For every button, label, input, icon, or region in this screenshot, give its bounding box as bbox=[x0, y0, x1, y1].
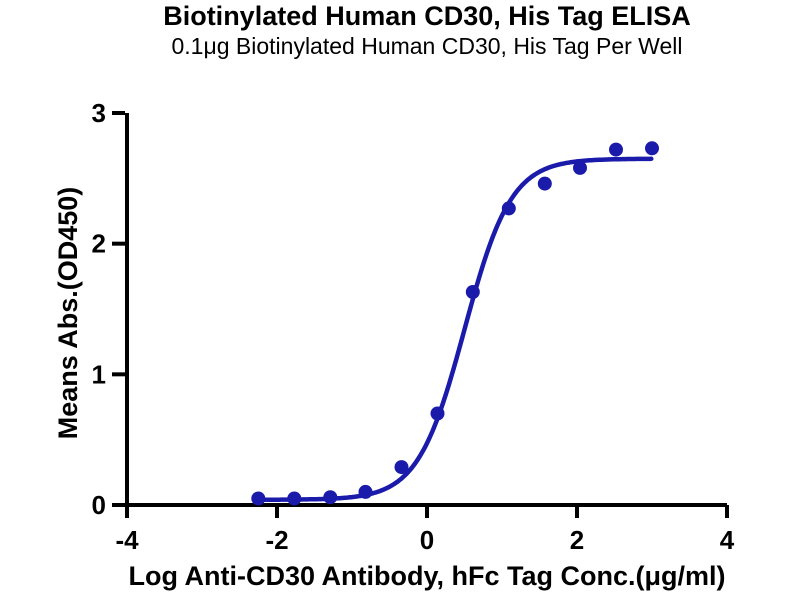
data-point bbox=[394, 460, 409, 475]
y-tick-label: 3 bbox=[92, 98, 106, 128]
x-tick-label: 4 bbox=[720, 525, 735, 555]
data-point bbox=[287, 491, 302, 506]
data-point bbox=[645, 141, 659, 156]
x-tick-label: 2 bbox=[570, 525, 584, 555]
data-point bbox=[465, 285, 480, 299]
x-tick-label: 0 bbox=[420, 525, 434, 555]
data-point bbox=[358, 484, 373, 499]
chart-subtitle: 0.1μg Biotinylated Human CD30, His Tag P… bbox=[171, 33, 683, 59]
data-point bbox=[609, 142, 623, 157]
x-tick-label: -2 bbox=[265, 525, 288, 555]
data-point bbox=[501, 201, 516, 216]
data-point bbox=[573, 160, 587, 175]
y-tick-label: 0 bbox=[92, 490, 106, 520]
chart-title: Biotinylated Human CD30, His Tag ELISA bbox=[163, 1, 691, 31]
data-point bbox=[251, 491, 266, 506]
x-axis-title: Log Anti-CD30 Antibody, hFc Tag Conc.(μg… bbox=[128, 561, 726, 591]
y-tick-label: 2 bbox=[92, 229, 106, 259]
data-point bbox=[323, 490, 338, 505]
x-tick-label: -4 bbox=[115, 525, 139, 555]
fit-curve bbox=[254, 156, 654, 502]
y-tick-label: 1 bbox=[92, 359, 106, 389]
data-point bbox=[430, 406, 445, 421]
data-point bbox=[537, 176, 552, 191]
